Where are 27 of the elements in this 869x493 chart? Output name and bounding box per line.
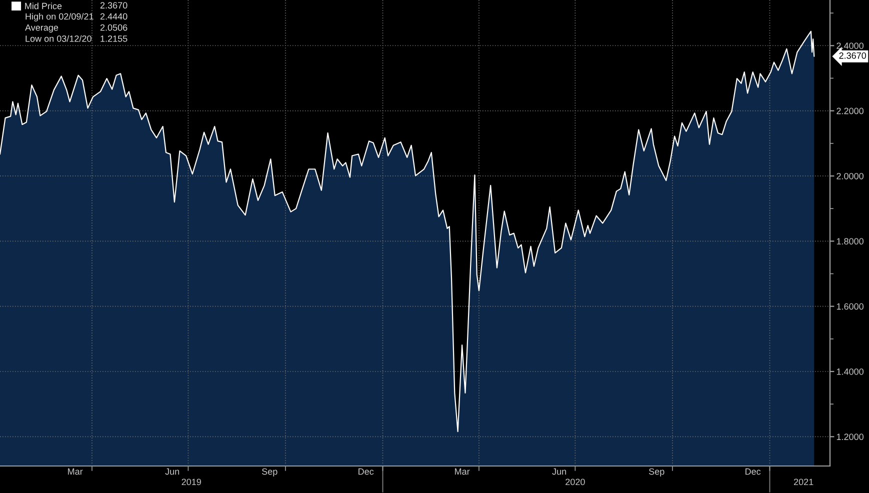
annotation: Low on 03/12/20: [26, 35, 92, 42]
annotation: Average: [25, 24, 58, 33]
x-tick-label: Jun: [552, 468, 566, 475]
y-tick-label: 1.6000: [836, 303, 864, 310]
annotation: 2.4440: [100, 13, 128, 20]
x-tick-label: Mar: [68, 468, 83, 475]
x-tick-label: Dec: [358, 468, 374, 475]
legend-label: Mid Price: [25, 2, 62, 10]
annotation: High on 02/09/21: [26, 13, 94, 22]
x2-tick-label: 2020: [566, 478, 585, 486]
annotation: 2.0506: [100, 24, 128, 31]
y-tick-label: 1.4000: [836, 368, 864, 375]
x-tick-label: Dec: [746, 468, 761, 475]
text: 2.3670: [839, 52, 866, 59]
annotation: 2.3670: [100, 2, 128, 9]
x2-tick-label: 2021: [794, 478, 814, 486]
annotation: 1.2155: [100, 35, 128, 42]
x2-tick-label: 2019: [182, 478, 201, 486]
x-tick-label: Mar: [455, 468, 470, 475]
x-tick-label: Sep: [648, 468, 664, 476]
y-tick-label: 1.2000: [836, 434, 864, 440]
x-tick-label: Sep: [262, 468, 278, 476]
x-tick-label: Jun: [165, 468, 180, 475]
y-tick-label: 2.0000: [836, 172, 864, 180]
y-tick-label: 2.4000: [836, 42, 864, 49]
y-tick-label: 2.2000: [836, 108, 864, 114]
y-tick-label: 1.8000: [836, 238, 864, 245]
